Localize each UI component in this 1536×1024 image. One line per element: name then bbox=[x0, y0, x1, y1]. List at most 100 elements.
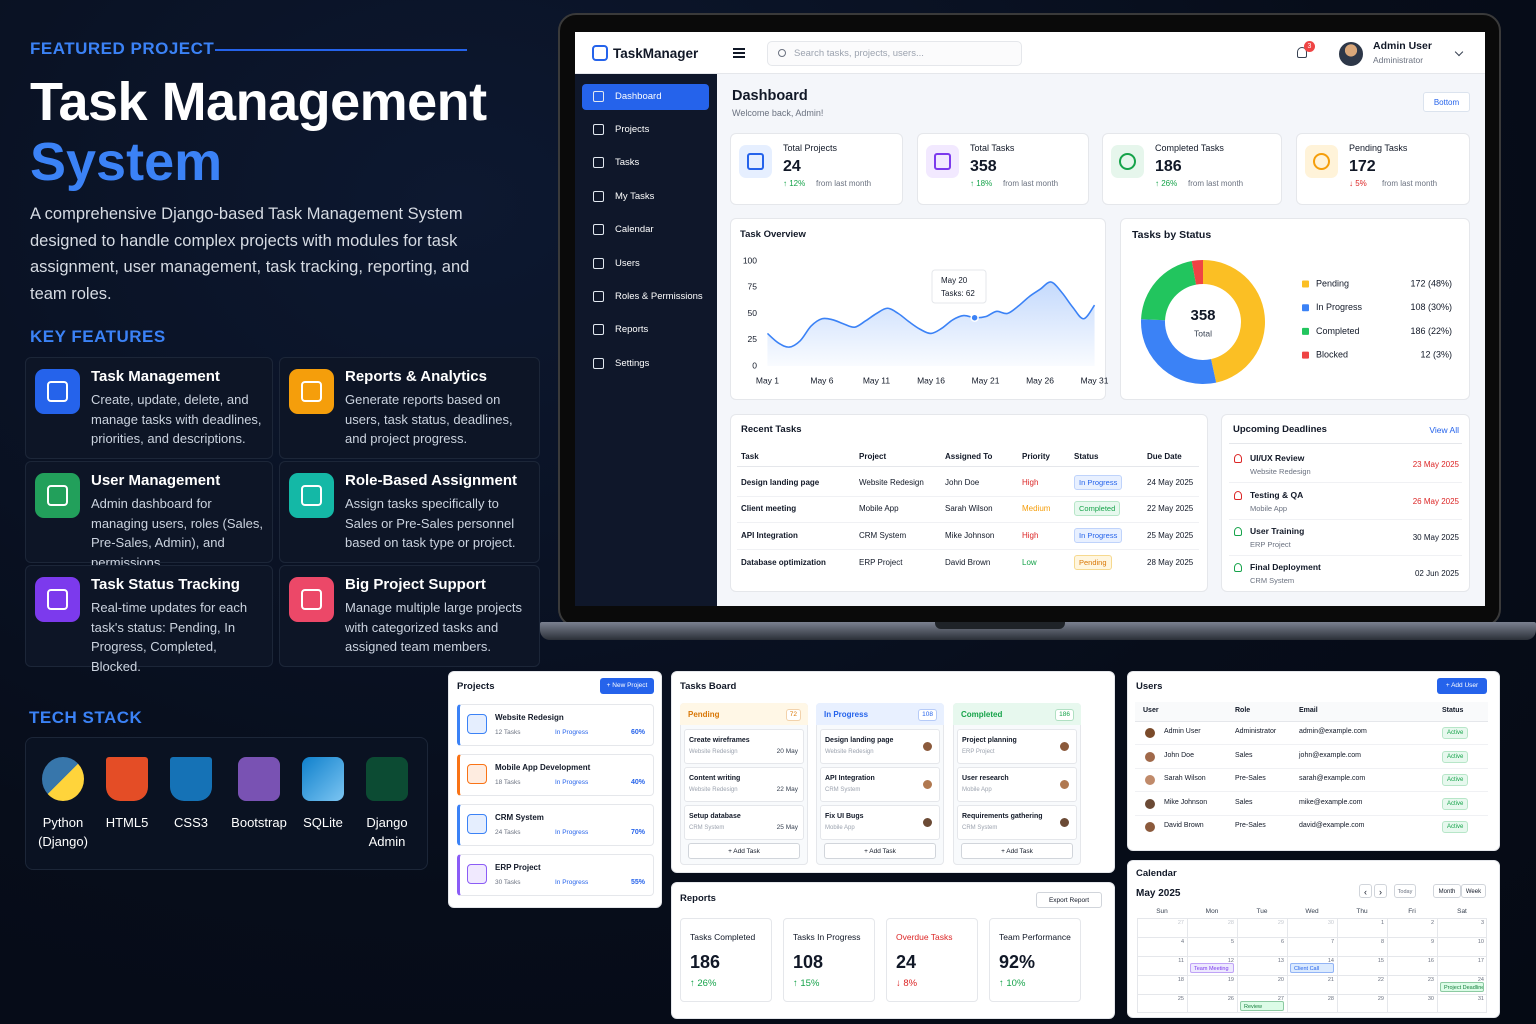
deadline-date: 26 May 2025 bbox=[1412, 497, 1459, 506]
calendar-day: 11 bbox=[1178, 958, 1184, 964]
calendar-event[interactable]: Project Deadline bbox=[1440, 982, 1484, 992]
feature-icon bbox=[35, 369, 80, 414]
table-cell: sarah@example.com bbox=[1299, 775, 1366, 782]
project-card bbox=[457, 804, 654, 846]
weekday: Wed bbox=[1305, 908, 1319, 915]
task-card bbox=[684, 767, 804, 802]
task-card-project: Website Redesign bbox=[689, 787, 738, 793]
task-card bbox=[957, 767, 1077, 802]
calendar-day: 10 bbox=[1477, 939, 1484, 945]
laptop-base bbox=[540, 622, 1536, 640]
calendar-event[interactable]: Client Call bbox=[1290, 963, 1334, 973]
board-column-count: 186 bbox=[1055, 709, 1074, 721]
task-card-date: 20 May bbox=[776, 748, 798, 755]
table-cell: john@example.com bbox=[1299, 752, 1361, 759]
bell[interactable] bbox=[1297, 47, 1307, 58]
export-report-button[interactable]: Export Report bbox=[1036, 892, 1102, 908]
calendar-day: 6 bbox=[1280, 939, 1284, 945]
feature-icon bbox=[35, 577, 80, 622]
project-status: In Progress bbox=[555, 779, 589, 786]
project-progress: 55% bbox=[630, 879, 645, 886]
calendar-day: 21 bbox=[1327, 977, 1334, 983]
stat-icon-glyph bbox=[1313, 153, 1330, 170]
avatar bbox=[922, 741, 933, 752]
calendar-day: 30 bbox=[1327, 920, 1334, 926]
tech-logo bbox=[170, 757, 212, 801]
task-card-title: Create wireframes bbox=[689, 737, 750, 744]
board-column-name: In Progress bbox=[824, 710, 869, 719]
table-cell: Sales bbox=[1235, 799, 1253, 806]
calendar-event[interactable]: Review bbox=[1240, 1001, 1284, 1011]
table-cell: mike@example.com bbox=[1299, 799, 1363, 806]
sidebar-item[interactable]: Projects bbox=[615, 124, 650, 135]
calendar-prev[interactable]: ‹ bbox=[1359, 884, 1372, 898]
logo-icon bbox=[592, 45, 608, 61]
sidebar-item[interactable]: Roles & Permissions bbox=[615, 291, 703, 302]
avatar bbox=[922, 779, 933, 790]
header-button[interactable]: Bottom bbox=[1423, 92, 1470, 112]
tech-name: Python (Django) bbox=[38, 815, 88, 849]
sidebar-item[interactable]: Users bbox=[615, 258, 640, 269]
tech-logo bbox=[42, 757, 84, 801]
new-project-button[interactable]: + New Project bbox=[600, 678, 654, 694]
avatar bbox=[1144, 727, 1156, 739]
sidebar-item[interactable]: My Tasks bbox=[615, 191, 655, 202]
calendar-day: 18 bbox=[1177, 977, 1184, 983]
sidebar bbox=[575, 74, 717, 606]
calendar-day: 16 bbox=[1427, 958, 1434, 964]
tech-logo bbox=[238, 757, 280, 801]
calendar-month-view[interactable]: Month bbox=[1433, 884, 1461, 898]
table-header: Task bbox=[741, 452, 759, 461]
table-rule bbox=[737, 466, 1199, 467]
calendar-month: May 2025 bbox=[1136, 888, 1181, 899]
task-card bbox=[684, 729, 804, 764]
board-column-header bbox=[953, 703, 1081, 725]
add-task-button[interactable]: + Add Task bbox=[688, 843, 800, 859]
stat-label: Total Tasks bbox=[970, 143, 1015, 153]
feature-title: User Management bbox=[91, 472, 221, 489]
board-column-header bbox=[816, 703, 944, 725]
hero-title: Task Management bbox=[30, 72, 487, 132]
view-all-link[interactable]: View All bbox=[1429, 425, 1459, 435]
task-card-project: Mobile App bbox=[825, 825, 855, 831]
table-header: Status bbox=[1442, 707, 1464, 714]
project-card bbox=[457, 854, 654, 896]
calendar-row-line bbox=[1137, 994, 1487, 995]
feature-description: Assign tasks specifically to Sales or Pr… bbox=[345, 496, 516, 550]
calendar-day: 7 bbox=[1330, 939, 1334, 945]
status-pill: Active bbox=[1442, 798, 1469, 811]
tech-logo bbox=[106, 757, 148, 801]
table-cell: Sarah Wilson bbox=[1164, 775, 1206, 782]
calendar-day: 19 bbox=[1227, 977, 1234, 983]
status-pill: In Progress bbox=[1074, 528, 1123, 543]
calendar-col-line bbox=[1187, 918, 1188, 1013]
stat-icon-glyph bbox=[934, 153, 951, 170]
add-user-button[interactable]: + Add User bbox=[1437, 678, 1487, 694]
status-pill: Completed bbox=[1074, 501, 1121, 516]
search-icon bbox=[778, 49, 786, 57]
sidebar-icon bbox=[593, 324, 604, 335]
sidebar-item[interactable]: Dashboard bbox=[615, 91, 662, 102]
status-pill: In Progress bbox=[1074, 475, 1123, 490]
project-card bbox=[457, 704, 654, 746]
deadline-icon bbox=[1234, 454, 1242, 463]
add-task-button[interactable]: + Add Task bbox=[824, 843, 936, 859]
add-task-button[interactable]: + Add Task bbox=[961, 843, 1073, 859]
report-card bbox=[886, 918, 978, 1002]
calendar-today[interactable]: Today bbox=[1394, 884, 1416, 898]
sidebar-item[interactable]: Settings bbox=[615, 358, 650, 369]
sidebar-item[interactable]: Reports bbox=[615, 324, 649, 335]
search-box[interactable] bbox=[767, 41, 1022, 66]
sidebar-item[interactable]: Tasks bbox=[615, 157, 640, 168]
feature-icon-glyph bbox=[301, 485, 322, 506]
sidebar-item[interactable]: Calendar bbox=[615, 224, 654, 235]
weekday: Sun bbox=[1156, 908, 1168, 915]
calendar-day: 13 bbox=[1277, 958, 1284, 964]
table-cell: David Brown bbox=[945, 558, 991, 567]
task-card-project: Mobile App bbox=[962, 787, 992, 793]
recent-tasks-panel bbox=[730, 414, 1208, 592]
calendar-week-view[interactable]: Week bbox=[1461, 884, 1486, 898]
calendar-event[interactable]: Team Meeting bbox=[1190, 963, 1234, 973]
task-card-title: Project planning bbox=[962, 737, 1017, 744]
calendar-next[interactable]: › bbox=[1374, 884, 1387, 898]
